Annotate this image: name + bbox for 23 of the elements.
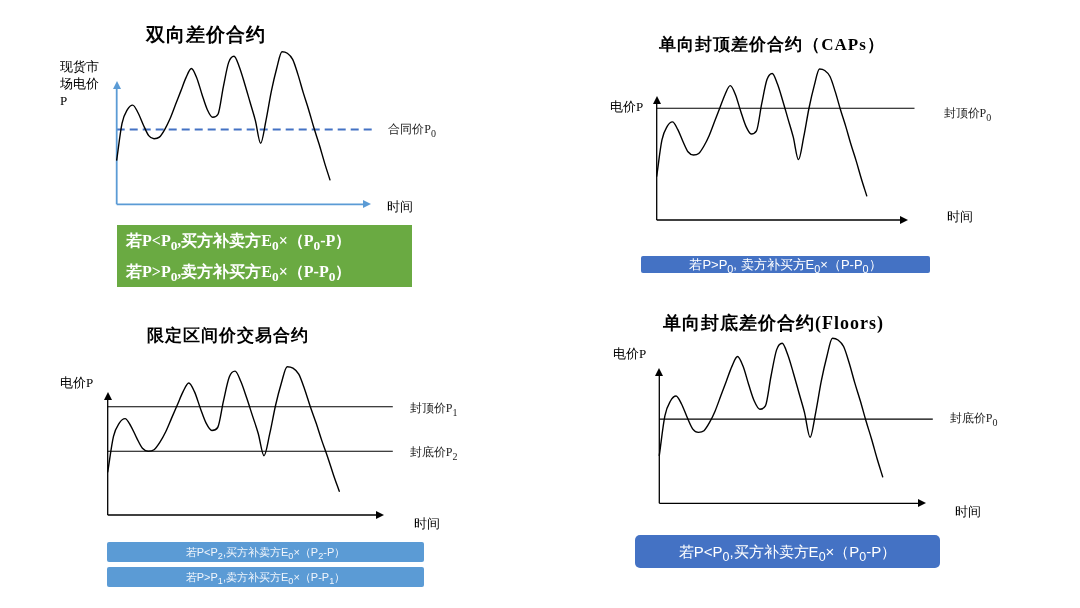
- x-axis-title: 时间: [414, 515, 440, 533]
- x-axis-title: 时间: [955, 503, 981, 521]
- text: 若P>P$_{1}$,卖方补买方E$_{0}$×（P-P$_{1}$）: [107, 567, 424, 587]
- chart-title: 单向封顶差价合约（CAPs）: [659, 33, 885, 56]
- text: 若P>P$_{0}$,卖方补买方E$_{0}$×（P-P$_{0}$）: [117, 256, 412, 287]
- ref-line-label: 合同价P$_{0}$: [388, 120, 436, 139]
- x-axis-title: 时间: [387, 198, 413, 216]
- ref-line-label: 封底价P$_{0}$: [949, 410, 998, 428]
- x-axis-title: 时间: [947, 208, 973, 226]
- y-axis-title: 电价P: [613, 345, 648, 362]
- chart-title: 单向封底差价合约(Floors): [663, 312, 884, 335]
- ref-line-label: 封底价P$_{2}$: [409, 444, 458, 462]
- ref-line-label: 封顶价P$_{0}$: [943, 105, 992, 123]
- y-axis-title: 现货市场电价P: [60, 58, 100, 109]
- ref-line-label: 封顶价P$_{1}$: [409, 400, 458, 418]
- text: 若P<P$_{2}$,买方补卖方E$_{0}$×（P$_{2}$-P）: [107, 542, 424, 562]
- text: 若P<P$_{0}$,买方补卖方E$_{0}$×（P$_{0}$-P）: [117, 225, 412, 256]
- text: 若P>P$_{0}$, 卖方补买方E$_{0}$×（P-P$_{0}$）: [641, 256, 930, 275]
- chart-title: 双向差价合约: [145, 23, 266, 47]
- chart-title: 限定区间价交易合约: [146, 324, 309, 347]
- y-axis-title: 电价P: [60, 374, 95, 391]
- y-axis-title: 电价P: [610, 98, 645, 115]
- text: 若P<P$_{0}$,买方补卖方E$_{0}$×（P$_{0}$-P）: [635, 535, 940, 568]
